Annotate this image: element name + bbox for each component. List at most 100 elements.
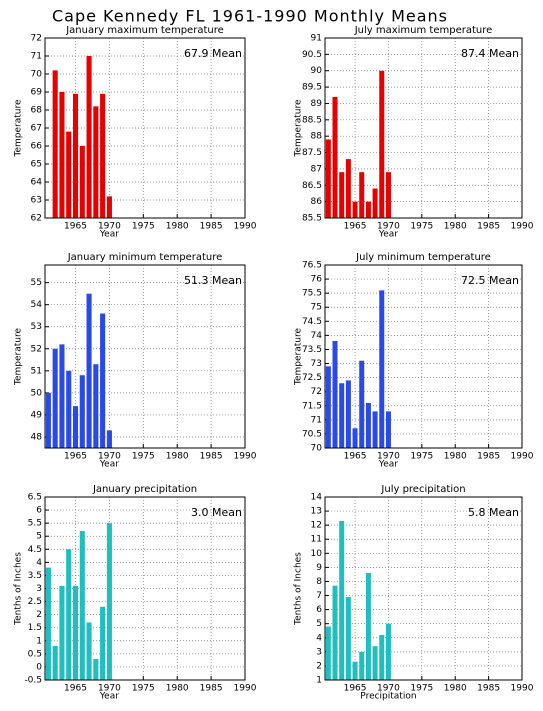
bar bbox=[106, 523, 112, 680]
y-tick-label: 90 bbox=[311, 66, 323, 76]
y-tick-label: 0 bbox=[36, 662, 42, 672]
panel-title: January precipitation bbox=[92, 484, 197, 495]
bar bbox=[106, 430, 112, 448]
y-tick-label: 76.5 bbox=[302, 261, 322, 271]
y-tick-label: 3 bbox=[316, 647, 322, 657]
bar bbox=[332, 96, 338, 218]
y-tick-label: 54 bbox=[31, 300, 43, 310]
y-tick-label: 11 bbox=[311, 535, 322, 545]
bar bbox=[345, 596, 351, 680]
bar bbox=[332, 341, 338, 448]
bar bbox=[359, 172, 365, 218]
bar bbox=[359, 360, 365, 448]
bar bbox=[66, 131, 72, 218]
bar bbox=[79, 146, 85, 218]
y-tick-label: 71.5 bbox=[302, 401, 322, 411]
bar bbox=[52, 646, 58, 680]
x-tick-label: 1970 bbox=[98, 222, 121, 232]
bar bbox=[365, 573, 371, 680]
bar bbox=[332, 585, 338, 680]
bar bbox=[352, 661, 358, 680]
y-tick-label: 1 bbox=[36, 636, 42, 646]
plot-frame bbox=[44, 264, 246, 449]
x-tick-label: 1990 bbox=[511, 452, 534, 462]
plot-frame bbox=[324, 37, 523, 219]
main-title: Cape Kennedy FL 1961-1990 Monthly Means bbox=[52, 7, 448, 26]
y-tick-label: 72.5 bbox=[302, 373, 322, 383]
x-tick-label: 1970 bbox=[377, 222, 400, 232]
bar bbox=[325, 626, 331, 680]
x-tick-label: 1985 bbox=[200, 222, 223, 232]
y-tick-label: 90.5 bbox=[302, 50, 322, 60]
x-tick-label: 1975 bbox=[410, 452, 433, 462]
y-tick-label: 85.5 bbox=[302, 214, 322, 224]
bar bbox=[345, 380, 351, 448]
y-tick-label: 5.5 bbox=[28, 519, 42, 529]
x-tick-label: 1980 bbox=[166, 452, 189, 462]
y-tick-label: 1.5 bbox=[28, 623, 42, 633]
plot-frame bbox=[44, 37, 246, 219]
y-tick-label: 7 bbox=[316, 591, 322, 601]
y-tick-label: 86.5 bbox=[302, 181, 322, 191]
y-tick-label: 6.5 bbox=[28, 493, 42, 503]
y-tick-label: 74 bbox=[311, 331, 323, 341]
y-tick-label: 65 bbox=[31, 160, 42, 170]
bar bbox=[86, 293, 92, 448]
x-tick-label: 1985 bbox=[200, 452, 223, 462]
plot-frame bbox=[324, 496, 523, 681]
bar bbox=[72, 93, 79, 218]
y-tick-label: 48 bbox=[31, 432, 43, 442]
y-tick-label: 52 bbox=[31, 344, 42, 354]
y-tick-label: 91 bbox=[311, 34, 322, 44]
x-tick-label: 1980 bbox=[444, 684, 467, 694]
bar bbox=[365, 402, 371, 448]
bar bbox=[372, 646, 378, 680]
bar bbox=[59, 92, 65, 218]
x-tick-label: 1985 bbox=[477, 452, 500, 462]
y-tick-label: 12 bbox=[311, 521, 322, 531]
y-tick-label: 4.5 bbox=[28, 545, 42, 555]
y-tick-label: 6 bbox=[316, 605, 322, 615]
x-tick-label: 1980 bbox=[444, 452, 467, 462]
bar bbox=[52, 348, 58, 448]
x-axis-label: Year bbox=[378, 460, 398, 470]
x-tick-label: 1965 bbox=[64, 452, 87, 462]
x-tick-label: 1970 bbox=[98, 452, 121, 462]
bar bbox=[66, 549, 72, 680]
bar bbox=[79, 530, 85, 680]
x-tick-label: 1970 bbox=[377, 452, 400, 462]
bar bbox=[385, 623, 391, 680]
bar bbox=[79, 375, 85, 448]
y-tick-label: 76 bbox=[311, 275, 323, 285]
y-tick-label: 51 bbox=[31, 366, 42, 376]
y-tick-label: 2.5 bbox=[28, 597, 42, 607]
y-tick-label: 87.5 bbox=[302, 148, 322, 158]
x-tick-label: 1965 bbox=[64, 222, 87, 232]
panel-title: July precipitation bbox=[380, 484, 465, 495]
y-tick-label: 8 bbox=[316, 577, 322, 587]
y-axis-label: Tenths of Inches bbox=[14, 552, 24, 626]
y-tick-label: 5 bbox=[316, 619, 322, 629]
mean-annotation: 5.8 Mean bbox=[468, 506, 519, 519]
y-tick-label: 6 bbox=[36, 506, 42, 516]
x-tick-label: 1965 bbox=[344, 452, 367, 462]
bar bbox=[72, 406, 79, 448]
y-tick-label: 1 bbox=[316, 676, 322, 686]
x-tick-label: 1980 bbox=[166, 684, 189, 694]
y-tick-label: 87 bbox=[311, 164, 322, 174]
y-axis-label: Temperature bbox=[294, 99, 304, 157]
plot-frame bbox=[44, 496, 246, 681]
y-axis-label: Temperature bbox=[14, 328, 24, 386]
y-tick-label: 62 bbox=[31, 214, 42, 224]
x-tick-label: 1970 bbox=[98, 684, 121, 694]
y-tick-label: -0.5 bbox=[24, 676, 42, 686]
panel-title: January maximum temperature bbox=[65, 25, 224, 36]
y-tick-label: 14 bbox=[311, 493, 323, 503]
panel: January minimum temperature 48 49 50 51 52 53 5… bbox=[14, 252, 257, 470]
y-tick-label: 89 bbox=[311, 99, 323, 109]
y-tick-label: 74.5 bbox=[302, 317, 322, 327]
bar bbox=[372, 411, 378, 448]
y-tick-label: 69 bbox=[31, 88, 43, 98]
x-tick-label: 1975 bbox=[132, 222, 155, 232]
x-tick-label: 1990 bbox=[234, 452, 257, 462]
